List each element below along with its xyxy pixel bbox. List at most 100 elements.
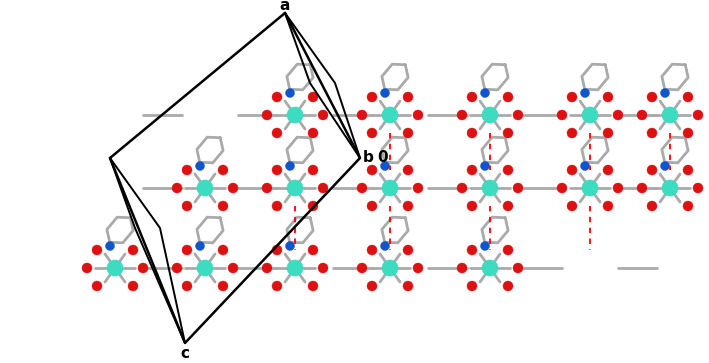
- Circle shape: [683, 165, 693, 175]
- Circle shape: [567, 165, 577, 175]
- Circle shape: [637, 183, 647, 193]
- Circle shape: [661, 162, 669, 171]
- Circle shape: [82, 263, 92, 273]
- Circle shape: [357, 183, 367, 193]
- Circle shape: [272, 245, 282, 255]
- Circle shape: [581, 162, 589, 171]
- Circle shape: [262, 110, 272, 120]
- Circle shape: [481, 162, 489, 171]
- Circle shape: [92, 281, 102, 291]
- Circle shape: [128, 281, 138, 291]
- Circle shape: [603, 128, 613, 138]
- Circle shape: [683, 201, 693, 211]
- Text: b: b: [362, 151, 374, 166]
- Circle shape: [482, 107, 498, 123]
- Circle shape: [582, 180, 598, 196]
- Circle shape: [403, 245, 413, 255]
- Circle shape: [287, 107, 303, 123]
- Circle shape: [467, 281, 477, 291]
- Circle shape: [403, 92, 413, 102]
- Circle shape: [662, 180, 678, 196]
- Circle shape: [637, 110, 647, 120]
- Circle shape: [513, 110, 523, 120]
- Circle shape: [106, 241, 114, 250]
- Circle shape: [683, 128, 693, 138]
- Circle shape: [228, 263, 238, 273]
- Circle shape: [367, 245, 377, 255]
- Circle shape: [567, 92, 577, 102]
- Circle shape: [603, 92, 613, 102]
- Circle shape: [683, 92, 693, 102]
- Circle shape: [413, 183, 423, 193]
- Circle shape: [272, 281, 282, 291]
- Circle shape: [308, 92, 318, 102]
- Circle shape: [381, 241, 389, 250]
- Circle shape: [138, 263, 148, 273]
- Circle shape: [262, 263, 272, 273]
- Circle shape: [272, 201, 282, 211]
- Circle shape: [647, 165, 657, 175]
- Circle shape: [467, 201, 477, 211]
- Circle shape: [381, 89, 389, 98]
- Circle shape: [308, 128, 318, 138]
- Circle shape: [647, 201, 657, 211]
- Circle shape: [286, 162, 294, 171]
- Circle shape: [382, 260, 398, 276]
- Circle shape: [367, 165, 377, 175]
- Text: 0: 0: [378, 151, 389, 166]
- Circle shape: [318, 110, 328, 120]
- Circle shape: [128, 245, 138, 255]
- Circle shape: [481, 241, 489, 250]
- Text: c: c: [181, 346, 189, 360]
- Circle shape: [457, 183, 467, 193]
- Circle shape: [457, 110, 467, 120]
- Circle shape: [467, 245, 477, 255]
- Circle shape: [172, 263, 182, 273]
- Circle shape: [582, 107, 598, 123]
- Circle shape: [272, 128, 282, 138]
- Circle shape: [403, 281, 413, 291]
- Circle shape: [196, 162, 204, 171]
- Circle shape: [262, 183, 272, 193]
- Circle shape: [403, 128, 413, 138]
- Circle shape: [403, 165, 413, 175]
- Circle shape: [603, 201, 613, 211]
- Circle shape: [481, 89, 489, 98]
- Circle shape: [467, 92, 477, 102]
- Circle shape: [367, 92, 377, 102]
- Circle shape: [172, 183, 182, 193]
- Circle shape: [272, 165, 282, 175]
- Circle shape: [182, 201, 192, 211]
- Circle shape: [482, 260, 498, 276]
- Circle shape: [567, 128, 577, 138]
- Circle shape: [467, 165, 477, 175]
- Circle shape: [382, 107, 398, 123]
- Circle shape: [482, 180, 498, 196]
- Circle shape: [286, 241, 294, 250]
- Circle shape: [567, 201, 577, 211]
- Circle shape: [413, 263, 423, 273]
- Text: a: a: [280, 0, 290, 12]
- Circle shape: [308, 245, 318, 255]
- Circle shape: [513, 183, 523, 193]
- Circle shape: [381, 162, 389, 171]
- Circle shape: [557, 110, 567, 120]
- Circle shape: [357, 110, 367, 120]
- Circle shape: [287, 180, 303, 196]
- Circle shape: [228, 183, 238, 193]
- Circle shape: [662, 107, 678, 123]
- Circle shape: [197, 180, 213, 196]
- Circle shape: [503, 245, 513, 255]
- Circle shape: [557, 183, 567, 193]
- Circle shape: [182, 281, 192, 291]
- Circle shape: [308, 165, 318, 175]
- Circle shape: [382, 180, 398, 196]
- Circle shape: [218, 201, 228, 211]
- Circle shape: [413, 110, 423, 120]
- Circle shape: [467, 128, 477, 138]
- Circle shape: [107, 260, 123, 276]
- Circle shape: [218, 245, 228, 255]
- Circle shape: [693, 110, 703, 120]
- Circle shape: [503, 128, 513, 138]
- Circle shape: [318, 183, 328, 193]
